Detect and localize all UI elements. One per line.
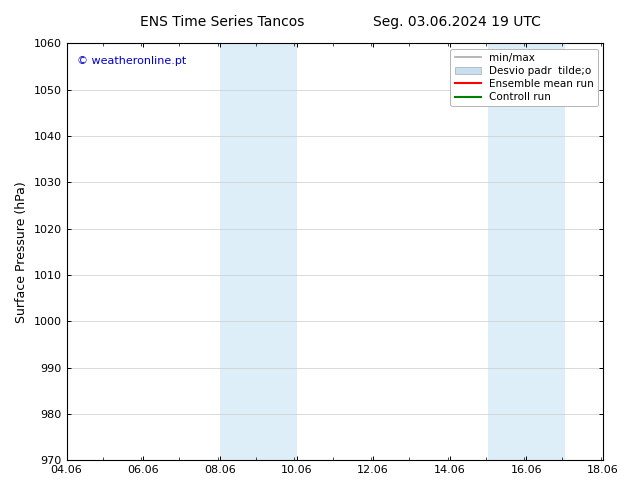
Bar	[220, 44, 297, 460]
Text: ENS Time Series Tancos: ENS Time Series Tancos	[139, 15, 304, 29]
Legend: min/max, Desvio padr  tilde;o, Ensemble mean run, Controll run: min/max, Desvio padr tilde;o, Ensemble m…	[451, 49, 598, 106]
Text: © weatheronline.pt: © weatheronline.pt	[77, 56, 186, 66]
Bar	[488, 44, 565, 460]
Text: Seg. 03.06.2024 19 UTC: Seg. 03.06.2024 19 UTC	[373, 15, 540, 29]
Y-axis label: Surface Pressure (hPa): Surface Pressure (hPa)	[15, 181, 28, 323]
